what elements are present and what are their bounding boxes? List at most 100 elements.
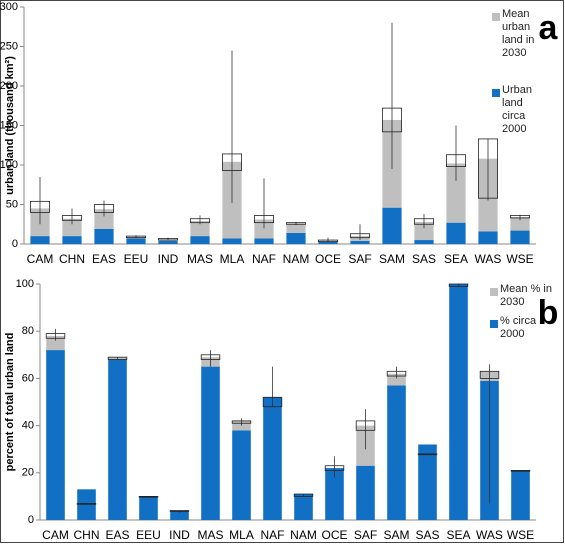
bar-segment <box>190 221 210 237</box>
x-tick-label: OCE <box>315 252 341 266</box>
box <box>386 370 407 377</box>
legend-label: Mean urban land in 2030 <box>502 8 535 59</box>
x-tick-label: EAS <box>92 252 116 266</box>
y-tick-label: 150 <box>0 119 18 131</box>
panel-label: b <box>538 294 559 332</box>
x-tick-label: SAF <box>348 252 371 266</box>
box <box>381 107 402 133</box>
bar-segment <box>94 228 114 244</box>
box <box>189 218 210 224</box>
x-tick-label: WAS <box>475 252 502 266</box>
bar-segment <box>263 397 282 520</box>
bar-segment <box>46 335 65 351</box>
legend-swatch <box>492 13 500 21</box>
y-tick-label: 200 <box>0 80 18 92</box>
bar-segment <box>286 232 306 244</box>
x-tick-label: MLA <box>229 528 254 542</box>
y-tick-label: 20 <box>22 467 34 479</box>
bar-segment <box>350 240 370 244</box>
bar-segment <box>158 240 178 244</box>
box <box>477 138 498 199</box>
legend-swatch <box>490 288 498 296</box>
x-tick-label: SAM <box>379 252 405 266</box>
bar-segment <box>449 284 468 520</box>
bar-segment <box>222 238 242 244</box>
bar-segment <box>254 219 274 239</box>
bar-segment <box>294 494 313 520</box>
box <box>509 215 530 219</box>
bar-segment <box>478 231 498 244</box>
bar-segment <box>286 223 306 233</box>
box <box>107 356 128 360</box>
box <box>355 420 376 431</box>
panel-label: a <box>539 9 559 47</box>
y-tick-label: 0 <box>12 238 18 250</box>
bar-segment <box>126 238 146 244</box>
box <box>45 333 66 339</box>
x-tick-label: WSE <box>507 528 534 542</box>
y-tick-label: 100 <box>0 159 18 171</box>
box <box>221 153 242 171</box>
bar-segment <box>414 240 434 244</box>
bar-segment <box>510 230 530 244</box>
bar-segment <box>387 373 406 386</box>
x-tick-label: EEU <box>136 528 161 542</box>
x-tick-label: NAM <box>283 252 310 266</box>
x-tick-label: SAF <box>354 528 377 542</box>
bar-segment <box>62 218 82 237</box>
x-tick-label: EEU <box>124 252 149 266</box>
y-tick-label: 0 <box>28 514 34 526</box>
y-tick-label: 100 <box>16 278 34 290</box>
bar-segment <box>510 217 530 231</box>
box <box>62 215 83 221</box>
y-axis-label: urban land (thousand km²) <box>4 56 16 195</box>
box <box>445 154 466 167</box>
box <box>448 283 469 287</box>
box <box>293 493 314 497</box>
box <box>317 239 338 243</box>
x-tick-label: CAM <box>42 528 69 542</box>
box <box>349 233 370 239</box>
x-tick-label: SEA <box>446 528 470 542</box>
box <box>324 465 345 471</box>
legend-label: % circa 2000 <box>500 315 537 340</box>
x-tick-label: OCE <box>321 528 347 542</box>
y-tick-label: 300 <box>0 1 18 13</box>
x-tick-label: CHN <box>74 528 100 542</box>
bar-segment <box>418 444 437 520</box>
bar-segment <box>94 209 114 229</box>
box <box>285 222 306 225</box>
x-tick-label: CHN <box>59 252 85 266</box>
box <box>94 204 115 213</box>
box <box>157 238 178 241</box>
bar-segment <box>201 366 220 520</box>
x-tick-label: IND <box>158 252 179 266</box>
box <box>253 215 274 224</box>
legend-swatch <box>490 320 498 328</box>
x-tick-label: WAS <box>476 528 503 542</box>
bar-segment <box>139 496 158 520</box>
box <box>138 495 159 498</box>
box <box>126 235 147 239</box>
box <box>417 453 438 456</box>
x-tick-label: MAS <box>187 252 213 266</box>
bar-segment <box>446 163 466 223</box>
bar-segment <box>46 350 65 520</box>
bar-segment <box>108 359 127 520</box>
box <box>413 218 434 225</box>
x-tick-label: SAM <box>383 528 409 542</box>
box <box>29 200 51 213</box>
x-tick-label: SAS <box>412 252 436 266</box>
x-tick-label: MLA <box>220 252 245 266</box>
y-tick-label: 80 <box>22 325 34 337</box>
bar-segment <box>232 430 251 520</box>
legend-swatch <box>492 89 500 97</box>
bar-segment <box>446 222 466 244</box>
box <box>262 396 283 408</box>
x-tick-label: WSE <box>506 252 533 266</box>
bar-segment <box>414 221 434 241</box>
box <box>76 503 97 505</box>
